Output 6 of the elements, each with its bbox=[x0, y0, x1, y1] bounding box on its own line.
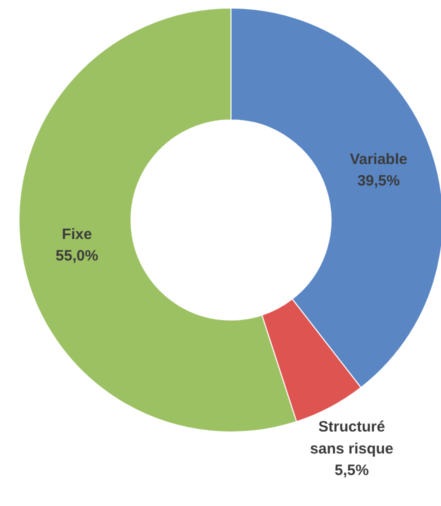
slice-label: Structuré sans risque bbox=[310, 418, 394, 458]
data-label: 39,5% bbox=[357, 172, 400, 190]
slice-label: Variable bbox=[350, 150, 408, 168]
slice-label: Fixe bbox=[62, 226, 92, 243]
data-label: 55,0% bbox=[56, 248, 98, 265]
data-label: 5,5% bbox=[334, 462, 369, 480]
